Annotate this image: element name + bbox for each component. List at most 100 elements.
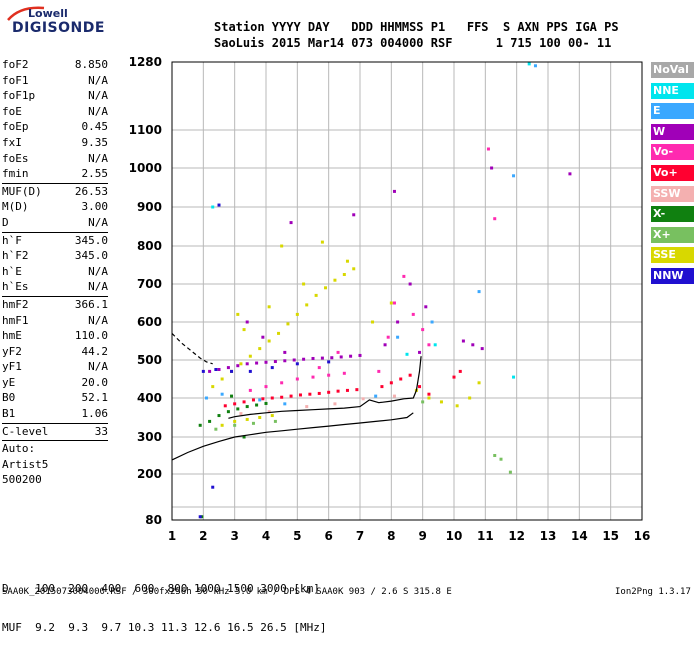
param-label: foF2 [2,58,29,71]
param-row: foF2 8.850 [2,58,108,74]
param-group-confidence: C-level 33 [2,425,108,441]
echo-point [264,401,268,405]
echo-point [486,147,490,151]
echo-point [261,397,265,401]
param-label: B0 [2,391,16,405]
param-label: fmin [2,167,29,181]
echo-point [342,371,346,375]
echo-point [477,290,481,294]
echo-point [455,404,459,408]
echo-point [277,331,281,335]
plot-border [171,61,643,521]
param-row: hmE 110.0 [2,329,108,345]
echo-point [302,357,306,361]
x-tick-label: 7 [356,529,364,543]
echo-point [380,385,384,389]
echo-point [289,394,293,398]
trace-line-profile-trace [228,356,422,419]
echo-point [336,350,340,354]
footer-version: Ion2Png 1.3.17 [615,587,691,597]
echo-point [533,64,537,68]
param-row: yF2 44.2 [2,345,108,361]
param-label: hmE [2,329,22,343]
ionogram-chart: 1 2 3 4 5 6 7 8 9 10 11 12 13 14 15 1680200300400500600… [129,55,651,543]
param-label: yF1 [2,360,22,374]
legend-item: SSE [651,247,694,264]
echo-point [242,328,246,332]
param-row: MUF(D) 26.53 [2,185,108,201]
echo-point [408,282,412,286]
param-row: h`Es N/A [2,280,108,296]
echo-point [236,407,240,411]
param-value: N/A [88,89,108,103]
echo-point [220,377,224,381]
echo-point [280,395,284,399]
echo-point [342,273,346,276]
echo-point [430,320,434,324]
y-tick-label: 900 [137,200,162,214]
param-value: 345.0 [74,249,108,263]
y-tick-label: 400 [137,391,162,405]
param-row: foEp 0.45 [2,120,108,136]
param-value: N/A [88,264,108,278]
echo-point [392,301,396,305]
y-tick-label: 1280 [129,55,162,69]
tick-labels-layer: 1 2 3 4 5 6 7 8 9 10 11 12 13 14 15 1680200300400500600… [129,55,651,543]
echo-point [336,389,340,393]
muf-row: MUF 9.2 9.3 9.7 10.3 11.3 12.6 16.5 26.5… [2,621,327,634]
echo-point [251,421,255,425]
echo-point [320,240,324,244]
echo-point [283,350,287,354]
y-tick-label: 600 [137,315,162,329]
autoscaling-version: 500200 [2,473,42,487]
echo-point [220,423,224,427]
echo-point [383,343,387,347]
grid-layer [172,62,642,520]
distance-row: D 100 200 400 600 800 1000 1500 3000 [km… [2,582,320,595]
echo-point [295,312,299,316]
param-label: MUF(D) [2,184,42,198]
echo-point [217,414,221,418]
param-value: N/A [88,104,108,118]
echo-point [427,392,431,396]
logo-swoosh-icon [7,6,45,21]
echo-point [248,354,252,358]
trace-line-virtual-height-trace [171,412,414,461]
echo-point [233,419,237,423]
echo-point [283,359,287,363]
y-tick-label: 300 [137,430,162,444]
footer-file-info: SAA0K_2015073004000.RSF / 300fx256h 50 k… [2,587,452,597]
echo-point [421,400,425,404]
echo-point [461,339,465,343]
scaled-parameters-panel: foF2 8.850 foF1 N/A foF1p N/A foE N/A foEp 0.45 fx… [2,58,108,489]
param-value: 26.53 [74,184,108,198]
x-tick-label: 13 [540,529,557,543]
param-label: M(D) [2,200,29,214]
echo-point [292,358,296,362]
echo-point [217,203,221,207]
divider [2,295,108,297]
echo-point [327,360,331,364]
echo-point [289,221,293,225]
param-value: 3.00 [81,200,109,214]
divider [2,231,108,233]
echo-point [345,388,349,392]
param-row: B0 52.1 [2,391,108,407]
header-line-2: SaoLuis 2015 Mar14 073 004000 RSF 1 715 … [214,36,612,50]
echo-point [198,423,202,427]
echo-point [371,320,375,324]
param-label: hmF1 [2,313,29,327]
echo-point [349,354,353,358]
param-label: yE [2,375,16,389]
echo-point [408,373,412,377]
echo-point [242,435,246,439]
echo-point [405,352,409,356]
echo-point [355,388,359,392]
param-label: h`F [2,233,22,247]
divider [2,182,108,184]
param-row: foF1 N/A [2,74,108,90]
param-label: foE [2,104,22,118]
echo-point [468,396,472,400]
echo-point [320,356,324,360]
echo-point [352,213,356,217]
